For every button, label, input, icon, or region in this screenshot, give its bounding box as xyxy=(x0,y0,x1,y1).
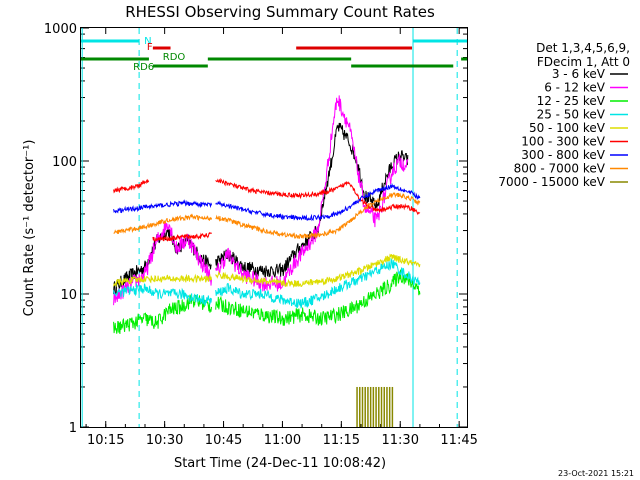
plot-layer: 10:15 10:30 10:45 11:00 11:15 11:30 11:45 1 10 10… xyxy=(44,22,478,448)
series-line-7-0 xyxy=(113,213,212,235)
y-tick-label-1: 10 xyxy=(60,288,77,303)
legend-entry-label-3: 25 - 50 keV xyxy=(537,108,606,122)
series-line-2-1 xyxy=(215,269,421,326)
x-tick-label-0: 10:15 xyxy=(87,433,124,448)
legend-entry-label-0: 3 - 6 keV xyxy=(552,67,606,81)
x-tick-label-1: 10:30 xyxy=(146,433,183,448)
legend-entry-label-2: 12 - 25 keV xyxy=(537,94,606,108)
flag-label-saa: RDO xyxy=(163,52,186,63)
legend-entry-label-4: 50 - 100 keV xyxy=(529,121,606,135)
y-tick-label-2: 100 xyxy=(52,155,77,170)
date-stamp: 23-Oct-2021 15:21 xyxy=(558,469,634,478)
x-tick-label-5: 11:30 xyxy=(382,433,419,448)
y-axis-label: Count Rate (s⁻¹ detector⁻¹) xyxy=(22,140,37,317)
x-axis-label: Start Time (24-Dec-11 10:08:42) xyxy=(174,456,386,471)
series-line-4-0 xyxy=(113,273,212,288)
series-line-0-1 xyxy=(215,122,409,279)
flag-label-night: N xyxy=(144,36,151,47)
series-line-5-1 xyxy=(152,231,212,242)
x-tick-label-4: 11:15 xyxy=(323,433,360,448)
chart-title: RHESSI Observing Summary Count Rates xyxy=(125,3,435,21)
legend-entry-label-8: 7000 - 15000 keV xyxy=(498,175,605,189)
series-line-3-1 xyxy=(215,257,421,309)
series-line-6-1 xyxy=(215,182,421,222)
series-line-1-0 xyxy=(113,221,212,306)
series-line-3-0 xyxy=(113,282,212,307)
x-tick-label-2: 10:45 xyxy=(205,433,242,448)
y-tick-label-0: 1 xyxy=(69,421,77,436)
series-line-2-0 xyxy=(113,294,212,335)
plot-frame xyxy=(80,27,468,428)
series-line-4-1 xyxy=(215,253,421,288)
series-line-7-1 xyxy=(215,191,421,240)
y-tick-label-3: 1000 xyxy=(44,22,77,37)
x-tick-label-6: 11:45 xyxy=(440,433,477,448)
flag-label-flare: F xyxy=(147,42,153,53)
legend-entry-label-5: 100 - 300 keV xyxy=(521,135,605,149)
series-line-5-2 xyxy=(215,177,421,216)
series-line-5-0 xyxy=(113,178,150,194)
legend-entry-label-7: 800 - 7000 keV xyxy=(514,162,606,176)
series-line-6-0 xyxy=(113,199,212,214)
x-tick-label-3: 11:00 xyxy=(264,433,301,448)
flag-label-decimation: RD6 xyxy=(133,62,154,73)
legend-entry-label-1: 6 - 12 keV xyxy=(544,81,606,95)
legend-header-line-1: Det 1,3,4,5,6,9, xyxy=(536,41,630,55)
legend-entry-label-6: 300 - 800 keV xyxy=(521,148,605,162)
legend-header-line-2: FDecim 1, Att 0 xyxy=(537,55,630,69)
